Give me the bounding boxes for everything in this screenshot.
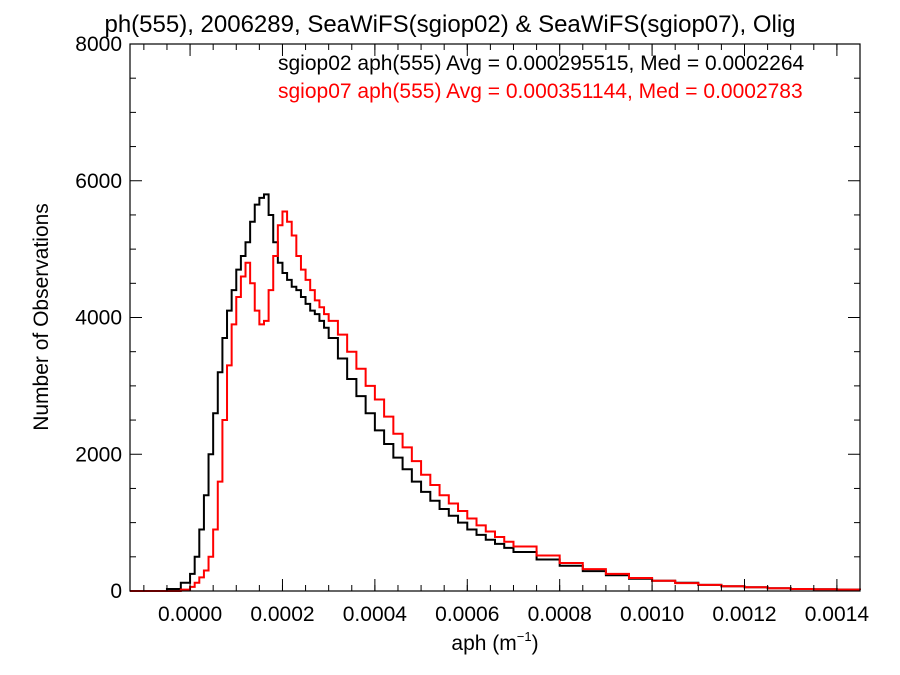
y-axis-label: Number of Observations	[30, 203, 53, 431]
x-tick-label: 0.0000	[158, 603, 222, 626]
y-tick-label: 6000	[75, 170, 122, 193]
y-tick-label: 0	[110, 580, 122, 603]
chart-title: ph(555), 2006289, SeaWiFS(sgiop02) & Sea…	[104, 11, 795, 38]
x-axis-label-close: )	[532, 632, 539, 655]
x-axis-label-exponent: −1	[517, 629, 532, 644]
plot-frame	[129, 43, 861, 592]
x-tick-label: 0.0002	[250, 603, 314, 626]
y-tick-label: 4000	[75, 307, 122, 330]
x-tick-label: 0.0010	[620, 603, 684, 626]
x-axis-label: aph (m−1)	[451, 629, 538, 655]
y-axis: 0 2000 4000 6000 8000	[75, 33, 860, 603]
x-tick-label: 0.0004	[343, 603, 408, 626]
y-tick-label: 2000	[75, 443, 122, 466]
x-tick-label: 0.0008	[528, 603, 592, 626]
x-tick-label: 0.0012	[712, 603, 776, 626]
x-tick-label: 0.0006	[435, 603, 499, 626]
series-layer	[130, 193, 861, 592]
x-axis: 0.0000 0.0002 0.0004 0.0006 0.0008 0.0010 0.00…	[143, 44, 870, 626]
annotation-sgiop02: sgiop02 aph(555) Avg = 0.000295515, Med …	[278, 52, 805, 75]
annotation-sgiop07: sgiop07 aph(555) Avg = 0.000351144, Med …	[278, 80, 803, 103]
x-tick-label: 0.0014	[805, 603, 870, 626]
x-axis-label-main: aph (m	[451, 632, 516, 655]
y-tick-label: 8000	[75, 33, 122, 56]
series-line-1	[130, 210, 861, 592]
